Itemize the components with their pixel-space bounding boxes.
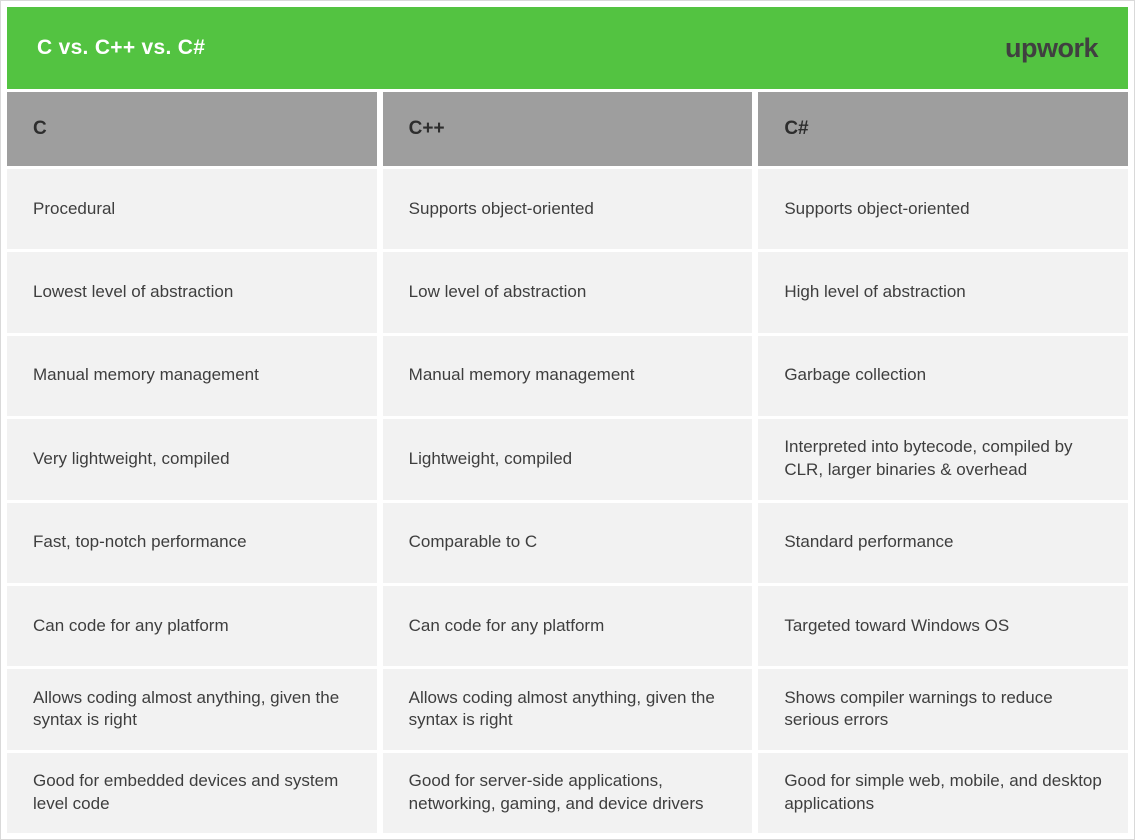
- table-cell: Interpreted into bytecode, compiled by C…: [758, 419, 1128, 500]
- table-cell: Lightweight, compiled: [382, 419, 753, 500]
- table-cell: Comparable to C: [382, 502, 753, 583]
- page-title: C vs. C++ vs. C#: [37, 36, 206, 59]
- column-header-c: C: [7, 92, 377, 166]
- table-cell: Shows compiler warnings to reduce seriou…: [758, 669, 1128, 750]
- title-bar: C vs. C++ vs. C# upwork: [7, 7, 1128, 89]
- table-cell: Low level of abstraction: [382, 252, 753, 333]
- table-cell: Procedural: [7, 169, 377, 250]
- table-cell: Can code for any platform: [382, 585, 753, 667]
- table-cell: High level of abstraction: [758, 252, 1128, 333]
- table-cell: Good for simple web, mobile, and desktop…: [758, 752, 1128, 833]
- table-cell: Supports object-oriented: [758, 169, 1128, 250]
- table-cell: Targeted toward Windows OS: [758, 585, 1128, 667]
- table-cell: Standard performance: [758, 502, 1128, 583]
- table-cell: Manual memory management: [7, 335, 377, 417]
- table-cell: Garbage collection: [758, 335, 1128, 417]
- table-cell: Good for server-side applications, netwo…: [382, 752, 753, 833]
- table-cell: Fast, top-notch performance: [7, 502, 377, 583]
- column-header-csharp: C#: [758, 92, 1128, 166]
- table-cell: Supports object-oriented: [382, 169, 753, 250]
- column-header-cpp: C++: [382, 92, 753, 166]
- table-cell: Very lightweight, compiled: [7, 419, 377, 500]
- upwork-logo: upwork: [1004, 32, 1099, 63]
- table-cell: Good for embedded devices and system lev…: [7, 752, 377, 833]
- comparison-table: C C++ C# Procedural Supports object-orie…: [7, 92, 1128, 833]
- table-cell: Lowest level of abstraction: [7, 252, 377, 333]
- table-cell: Can code for any platform: [7, 585, 377, 667]
- table-cell: Manual memory management: [382, 335, 753, 417]
- table-cell: Allows coding almost anything, given the…: [7, 669, 377, 750]
- table-cell: Allows coding almost anything, given the…: [382, 669, 753, 750]
